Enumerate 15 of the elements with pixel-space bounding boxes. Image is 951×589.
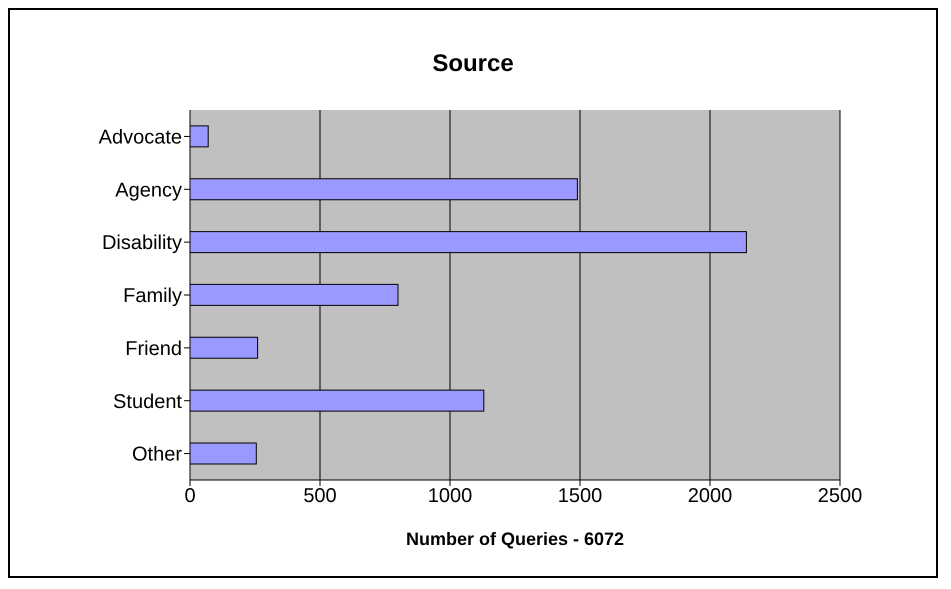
y-tick-label: Family (123, 285, 182, 308)
y-tick-label: Advocate (98, 126, 182, 149)
chart-title: Source (431, 50, 515, 79)
x-tick-label: 500 (303, 485, 337, 508)
y-tick-label: Agency (115, 179, 182, 202)
y-tick-label: Other (132, 444, 182, 466)
x-tick-label: 0 (184, 485, 196, 508)
x-axis-title: Number of Queries - 6072 (406, 529, 624, 549)
x-tick-label: 2000 (688, 485, 732, 508)
x-tick-label: 1000 (428, 485, 472, 508)
x-tick-label: 1500 (558, 485, 602, 508)
y-tick-label: Friend (125, 338, 182, 360)
y-tick-label: Student (113, 390, 182, 413)
x-tick-label: 2500 (818, 485, 862, 508)
y-tick-label: Disability (102, 232, 182, 254)
